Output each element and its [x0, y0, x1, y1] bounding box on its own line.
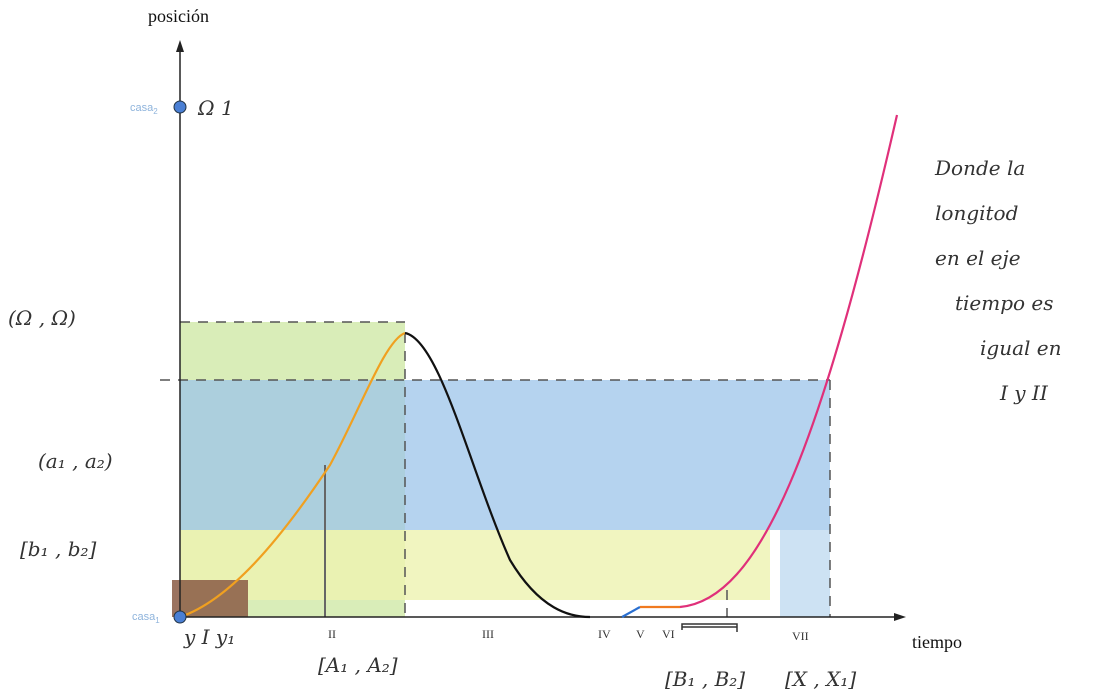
brown-region	[172, 580, 248, 617]
note-line: longitod	[935, 201, 1018, 225]
y-axis-label: posición	[148, 6, 209, 26]
x-label: VII	[792, 629, 809, 643]
note-line: I y II	[999, 381, 1049, 405]
note-line: en el eje	[935, 246, 1021, 270]
curve	[179, 114, 899, 619]
note-line: tiempo es	[955, 291, 1054, 315]
point-label: casa2	[130, 102, 158, 116]
point-mark: Ω 1	[197, 96, 234, 120]
x-label: y I y₁	[183, 625, 235, 649]
y-label: [b₁ , b₂]	[20, 537, 97, 561]
blue-region	[180, 380, 830, 530]
y-arrow	[176, 40, 184, 52]
blue-strip	[780, 530, 830, 617]
y-label: (a₁ , a₂)	[38, 449, 113, 473]
note-line: igual en	[980, 336, 1061, 360]
interval-label: [B₁ , B₂]	[665, 667, 745, 691]
dashed-guides	[160, 321, 831, 617]
point	[173, 610, 187, 624]
x-label: II	[328, 627, 336, 641]
point	[173, 100, 187, 114]
note: Donde la longitod en el eje tiempo es ig…	[934, 156, 1061, 405]
note-line: Donde la	[934, 156, 1025, 180]
y-label: (Ω , Ω)	[8, 306, 76, 330]
interval-label: [A₁ , A₂]	[318, 653, 398, 677]
x-label: IV	[598, 627, 611, 641]
yellow-region	[180, 530, 770, 600]
bracket	[681, 623, 738, 632]
x-arrow	[894, 613, 906, 621]
x-label: III	[482, 627, 494, 641]
x-axis-label: tiempo	[912, 632, 962, 652]
interval-label: [X , X₁]	[785, 667, 856, 691]
x-label: VI	[662, 627, 675, 641]
x-label: V	[636, 627, 645, 641]
point-label: casa1	[132, 611, 160, 625]
